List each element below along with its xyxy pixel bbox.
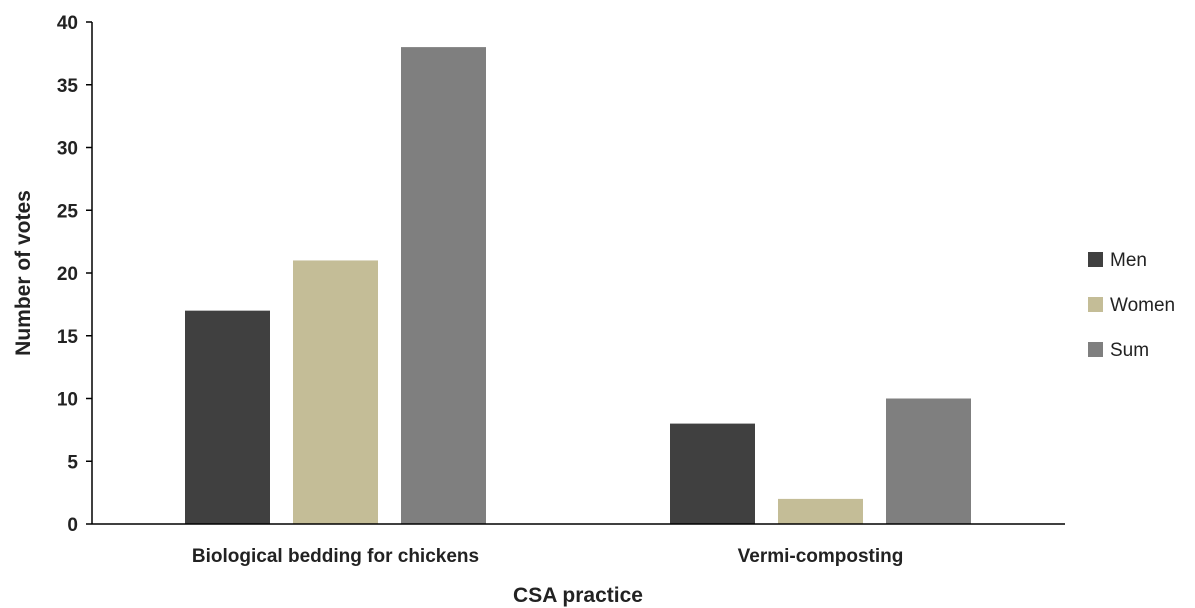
- y-tick-label: 35: [57, 76, 79, 97]
- x-axis-category-labels: Biological bedding for chickens Vermi-com…: [192, 546, 903, 567]
- y-tick-label: 5: [67, 452, 78, 473]
- bar-sum-2: [886, 398, 971, 524]
- x-axis-title: CSA practice: [513, 584, 643, 607]
- x-category-label: Biological bedding for chickens: [192, 546, 479, 567]
- y-tick-label: 10: [57, 390, 78, 411]
- legend-swatch-women: [1088, 297, 1103, 312]
- legend-label-sum: Sum: [1110, 340, 1149, 361]
- bar-men-2: [670, 423, 755, 524]
- bar-women-1: [293, 260, 378, 524]
- y-axis-ticks: 0 5 10 15 20 25 30 35 40: [57, 13, 92, 536]
- legend-swatch-men: [1088, 252, 1103, 267]
- x-category-label: Vermi-composting: [738, 546, 904, 567]
- y-tick-label: 25: [57, 201, 79, 222]
- bar-men-1: [185, 310, 270, 524]
- y-tick-label: 15: [57, 327, 79, 348]
- bar-sum-1: [401, 47, 486, 524]
- legend-label-men: Men: [1110, 250, 1147, 271]
- legend: Men Women Sum: [1088, 250, 1175, 361]
- y-axis-title: Number of votes: [12, 190, 35, 356]
- y-tick-label: 40: [57, 13, 78, 34]
- y-tick-label: 0: [67, 515, 78, 536]
- legend-label-women: Women: [1110, 295, 1175, 316]
- legend-swatch-sum: [1088, 342, 1103, 357]
- y-tick-label: 20: [57, 264, 78, 285]
- bar-women-2: [778, 498, 863, 524]
- bars: [185, 47, 971, 524]
- y-tick-label: 30: [57, 139, 78, 160]
